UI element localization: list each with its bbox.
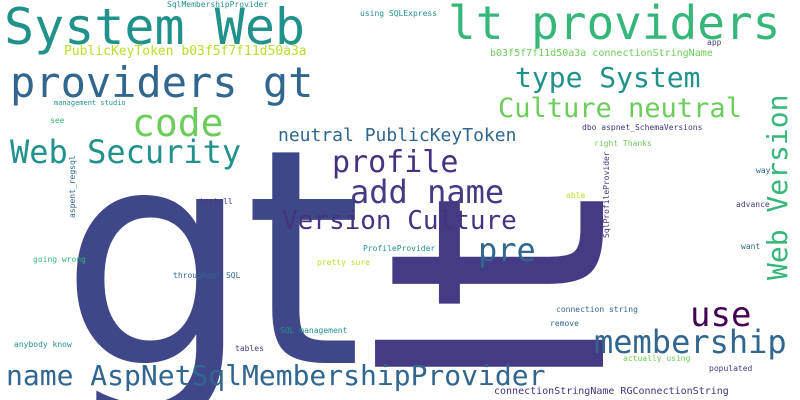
word-right-thanks: right Thanks: [594, 139, 652, 148]
word-install: install: [199, 197, 233, 206]
word-sqlprofileprovider: SqlProfileProvider: [602, 151, 611, 238]
word-lt-providers: lt providers: [448, 0, 781, 50]
word-populated: populated: [709, 364, 753, 373]
word-pretty-sure: pretty sure: [317, 258, 370, 267]
word-management-studio: management studio: [54, 99, 126, 107]
word-hash-connectionstringname: b03f5f7f11d50a3a connectionStringName: [490, 48, 713, 59]
word-web-version: Web Version: [761, 94, 794, 280]
word-neutral-publickeytoken: neutral PublicKeyToken: [278, 125, 517, 146]
word-system-web: System Web: [4, 0, 306, 56]
word-pre: pre: [478, 231, 536, 269]
word-web-security: Web Security: [10, 133, 242, 171]
word-app: app: [707, 38, 722, 47]
word-see: see: [50, 116, 65, 125]
word-going-wrong: going wrong: [33, 255, 86, 264]
word-sqlmembershipprovider: SqlMembershipProvider: [167, 0, 269, 9]
word-connectionstringname-rgconnectionstring: connectionStringName RGConnectionString: [494, 386, 729, 397]
word-publickeytoken-hash: PublicKeyToken b03f5f7f11d50a3a: [64, 44, 307, 59]
word-culture-neutral: Culture neutral: [498, 93, 742, 124]
word-want: want: [741, 242, 761, 251]
word-providers-gt: providers gt: [10, 58, 314, 107]
word-throughout-sql: throughout SQL: [173, 271, 241, 280]
word-connection-string: connection string: [556, 305, 638, 314]
word-actually-using: actually using: [623, 354, 691, 363]
word-version-culture: Version Culture: [282, 206, 517, 236]
word-type-system: type System: [515, 61, 701, 94]
word-tables: tables: [235, 344, 264, 353]
word-profileprovider: ProfileProvider: [363, 244, 436, 253]
word-aspent-regsql: aspent_regsql: [68, 155, 77, 218]
word-use: use: [690, 295, 752, 335]
word-name-aspnetsqlmembershipprovider: name AspNetSqlMembershipProvider: [6, 359, 546, 392]
word-way: way: [756, 166, 771, 175]
word-using-sqlexpress: using SQLExpress: [360, 9, 438, 18]
word-sql-management: SQL management: [280, 326, 348, 335]
word-gt: gt: [60, 85, 362, 400]
word-dbo-aspnet-schemaversions: dbo aspnet_SchemaVersions: [582, 123, 703, 132]
word-membership: membership: [594, 323, 787, 361]
word-profile: profile: [332, 145, 459, 180]
word-code: code: [132, 101, 224, 145]
word-remove: remove: [550, 319, 579, 328]
word-able: able: [566, 191, 586, 200]
word-advance: advance: [736, 200, 770, 209]
word-add-name: add name: [350, 173, 505, 211]
word-anybody-know: anybody know: [14, 340, 72, 349]
